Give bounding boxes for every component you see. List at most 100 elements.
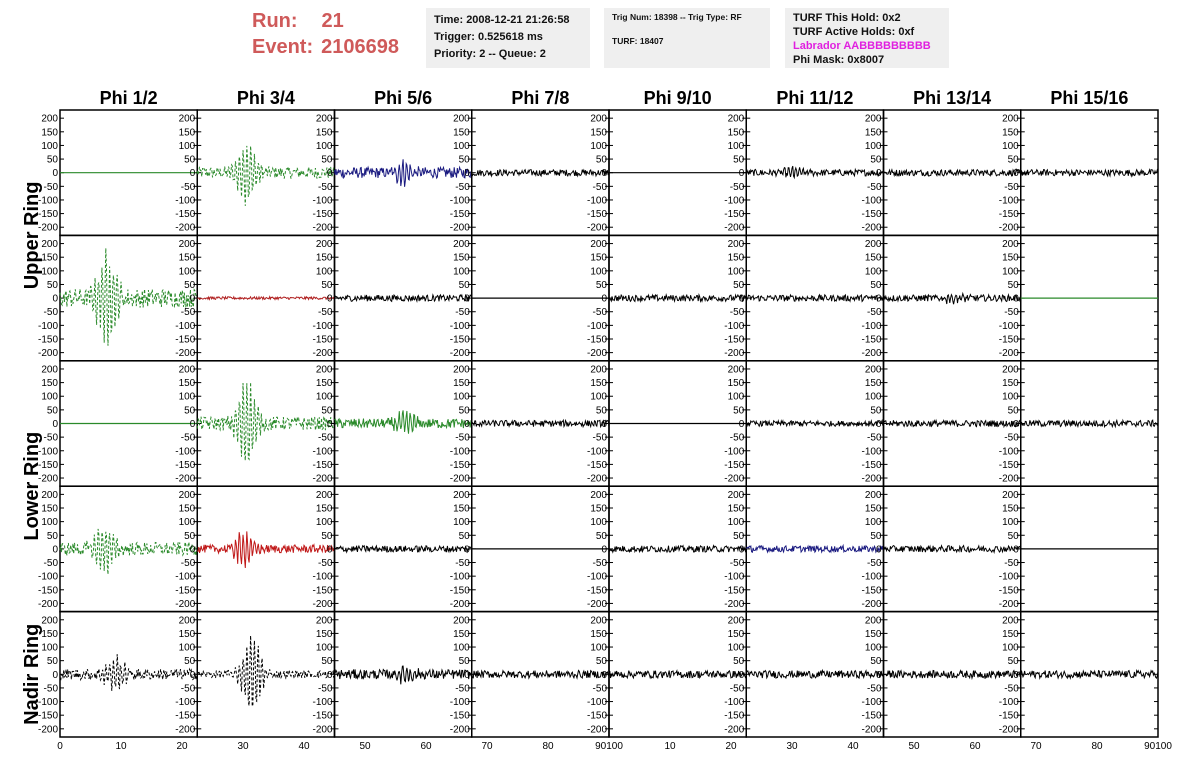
y-tick-label: -200 [175,474,195,485]
y-tick-label: -150 [587,711,607,722]
y-tick-label: -150 [587,460,607,471]
y-tick-label: 0 [464,670,470,681]
y-tick-label: 200 [453,239,470,250]
y-tick-label: -100 [450,697,470,708]
y-tick-label: -150 [312,711,332,722]
y-tick-label: -150 [38,711,58,722]
y-tick-label: -50 [867,558,882,569]
y-tick-label: 200 [865,490,882,501]
y-tick-label: 0 [327,670,333,681]
y-tick-label: 0 [190,419,196,430]
y-tick-label: -200 [861,599,881,610]
y-tick-label: -50 [455,433,470,444]
y-tick-label: 50 [596,155,608,166]
y-tick-label: -100 [38,195,58,206]
y-tick-label: -200 [587,724,607,735]
y-tick-label: 0 [601,168,607,179]
y-tick-label: 200 [41,490,58,501]
turf-this-hold-text: TURF This Hold: 0x2 [793,12,901,24]
y-tick-label: -50 [867,683,882,694]
y-tick-label: 50 [459,405,471,416]
column-header: Phi 3/4 [237,88,295,108]
y-tick-label: 150 [728,629,745,640]
trigger-text: Trigger: 0.525618 ms [434,31,543,43]
y-tick-label: 100 [590,643,607,654]
y-tick-label: -100 [38,697,58,708]
y-tick-label: -200 [999,223,1019,234]
y-tick-label: -200 [38,223,58,234]
y-tick-label: -50 [44,182,59,193]
y-tick-label: -100 [450,195,470,206]
y-tick-label: -100 [312,697,332,708]
y-tick-label: 200 [1002,490,1019,501]
y-tick-label: 150 [728,378,745,389]
y-tick-label: -50 [1004,307,1019,318]
y-tick-label: -200 [724,223,744,234]
y-tick-label: 200 [1002,615,1019,626]
y-tick-label: -150 [38,209,58,220]
y-tick-label: 200 [179,490,196,501]
y-tick-label: 150 [316,629,333,640]
y-tick-label: 100 [1002,266,1019,277]
y-tick-label: 150 [316,253,333,264]
y-tick-label: 200 [728,364,745,375]
y-tick-label: -200 [312,223,332,234]
y-tick-label: 150 [590,127,607,138]
y-tick-label: 150 [1002,378,1019,389]
y-tick-label: 100 [728,141,745,152]
y-tick-label: 150 [179,629,196,640]
y-tick-label: 0 [601,419,607,430]
y-tick-label: -100 [312,572,332,583]
y-tick-label: 100 [316,392,333,403]
y-tick-label: 100 [1002,643,1019,654]
y-tick-label: -100 [587,321,607,332]
x-tick-label: 70 [481,741,493,752]
y-tick-label: -50 [730,307,745,318]
run-value: 21 [321,10,344,32]
y-tick-label: 150 [179,504,196,515]
y-tick-label: 200 [179,239,196,250]
y-tick-label: 50 [596,280,608,291]
y-tick-label: 50 [184,405,196,416]
y-tick-label: 150 [453,127,470,138]
x-tick-label: 0 [57,741,63,752]
y-tick-label: 0 [464,168,470,179]
y-tick-label: 0 [739,168,745,179]
y-tick-label: -150 [587,209,607,220]
y-tick-label: 200 [590,615,607,626]
event-label: Event: [252,36,314,58]
y-tick-label: -200 [38,599,58,610]
y-tick-label: 100 [316,266,333,277]
y-tick-label: -150 [724,585,744,596]
y-tick-label: 50 [596,405,608,416]
y-tick-label: 150 [728,253,745,264]
y-tick-label: 50 [184,280,196,291]
waveform-line [471,418,610,429]
y-tick-label: -200 [450,223,470,234]
y-tick-label: 150 [590,629,607,640]
y-tick-label: 200 [41,615,58,626]
run-label: Run: [252,10,298,32]
y-tick-label: -200 [450,348,470,359]
y-tick-label: 200 [179,114,196,125]
x-tick-label: 50 [359,741,371,752]
x-tick-label: 20 [176,741,188,752]
y-tick-label: -150 [175,711,195,722]
y-tick-label: -50 [1004,558,1019,569]
y-tick-label: -100 [999,321,1019,332]
y-tick-label: -150 [724,209,744,220]
y-tick-label: 200 [179,364,196,375]
y-tick-label: -100 [38,321,58,332]
y-tick-label: 150 [590,378,607,389]
y-tick-label: -150 [861,585,881,596]
y-tick-label: 50 [733,531,745,542]
y-tick-label: -50 [181,683,196,694]
y-tick-label: 0 [876,168,882,179]
y-tick-label: 200 [41,239,58,250]
y-tick-label: 50 [459,531,471,542]
y-tick-label: -150 [450,711,470,722]
y-tick-label: 100 [865,266,882,277]
y-tick-label: -100 [450,572,470,583]
y-tick-label: 100 [1002,517,1019,528]
